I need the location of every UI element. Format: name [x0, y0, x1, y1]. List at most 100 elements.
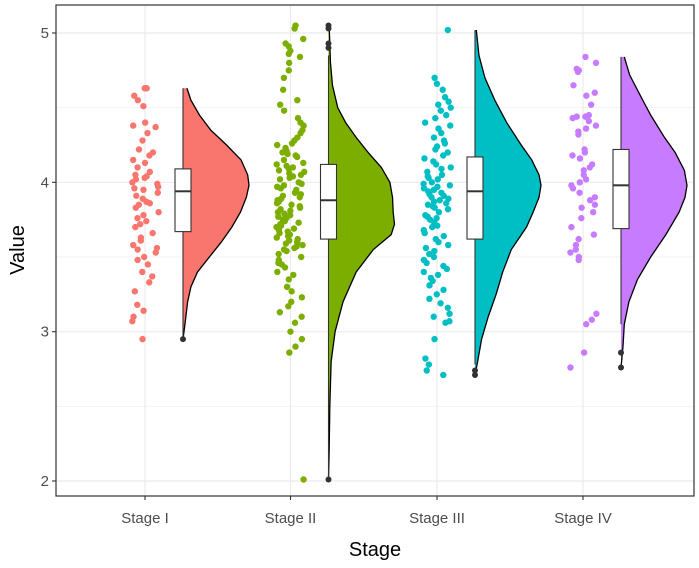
- data-point: [152, 123, 159, 131]
- data-point: [425, 174, 432, 182]
- data-point: [281, 264, 289, 271]
- data-point: [137, 237, 145, 244]
- data-point: [285, 303, 292, 310]
- data-point: [141, 119, 149, 126]
- data-point: [146, 279, 153, 286]
- data-point: [146, 200, 154, 207]
- data-point: [280, 156, 288, 164]
- data-point: [588, 316, 596, 323]
- data-point: [582, 176, 590, 183]
- data-point: [139, 137, 146, 144]
- data-point: [276, 176, 284, 183]
- data-point: [141, 159, 149, 167]
- data-point: [129, 318, 136, 325]
- data-point: [444, 304, 452, 311]
- violin-2: [328, 25, 395, 480]
- data-point: [285, 276, 293, 283]
- data-point: [592, 59, 600, 67]
- data-point: [273, 141, 281, 149]
- data-point: [421, 119, 429, 126]
- data-point: [440, 286, 447, 294]
- data-point: [426, 282, 433, 289]
- data-point: [426, 295, 433, 303]
- data-point: [134, 256, 141, 264]
- data-point: [134, 97, 142, 104]
- data-point: [433, 80, 441, 87]
- data-point: [434, 271, 442, 279]
- data-point: [275, 213, 282, 220]
- data-point: [277, 185, 285, 192]
- data-point: [421, 229, 428, 237]
- data-point: [586, 197, 594, 204]
- data-point: [447, 164, 454, 171]
- data-point: [423, 367, 430, 374]
- data-point: [446, 182, 454, 189]
- data-point: [130, 241, 137, 249]
- data-point: [300, 476, 307, 483]
- data-point: [129, 156, 137, 164]
- data-point: [585, 117, 593, 125]
- violin-outline-3: [474, 29, 542, 376]
- data-point: [280, 107, 288, 114]
- data-point: [129, 122, 137, 129]
- data-point: [295, 219, 302, 226]
- data-point: [439, 86, 446, 93]
- data-point: [432, 161, 440, 168]
- data-point: [286, 174, 293, 182]
- data-point: [432, 114, 439, 122]
- data-point: [578, 204, 585, 211]
- x-tick-label: Stage III: [409, 510, 465, 527]
- data-point: [280, 74, 288, 82]
- outlier-point: [618, 364, 624, 371]
- violin-outline-1: [182, 88, 250, 340]
- data-point: [292, 343, 299, 350]
- data-point: [445, 98, 452, 105]
- data-point: [139, 335, 146, 343]
- data-point: [576, 155, 584, 162]
- data-point: [132, 204, 139, 211]
- data-point: [146, 152, 153, 159]
- data-point: [155, 209, 162, 216]
- data-point: [582, 125, 590, 132]
- y-tick-label: 3: [41, 324, 49, 341]
- outlier-point: [325, 476, 332, 483]
- data-point: [300, 159, 307, 167]
- y-axis: 2 3 4 5: [41, 25, 56, 490]
- data-point: [291, 25, 298, 32]
- data-point: [422, 355, 429, 362]
- data-point: [578, 214, 585, 222]
- outlier-point: [325, 25, 332, 32]
- data-point: [290, 225, 298, 232]
- x-axis-title: Stage: [349, 539, 401, 561]
- data-point: [141, 174, 148, 182]
- data-point: [131, 185, 138, 192]
- data-point: [569, 152, 576, 159]
- data-point: [279, 86, 287, 93]
- data-point: [440, 371, 447, 379]
- data-point: [284, 150, 291, 158]
- data-point: [140, 102, 147, 110]
- data-point: [437, 300, 444, 307]
- box-iqr: [174, 168, 192, 233]
- data-point: [575, 131, 582, 138]
- data-point: [298, 180, 305, 188]
- data-point: [434, 222, 441, 229]
- data-point: [431, 247, 438, 255]
- data-point: [576, 179, 583, 186]
- data-point: [275, 167, 283, 174]
- data-point: [294, 97, 301, 104]
- data-point: [430, 134, 438, 141]
- data-point: [144, 261, 152, 268]
- jitter-points-layer: [129, 22, 600, 483]
- data-point: [149, 229, 156, 237]
- data-point: [576, 189, 583, 196]
- data-point: [582, 321, 590, 328]
- data-point: [429, 223, 436, 231]
- data-point: [423, 259, 430, 267]
- data-point: [276, 101, 284, 108]
- data-point: [572, 246, 580, 253]
- data-point: [580, 167, 587, 174]
- data-point: [428, 179, 436, 186]
- data-point: [273, 161, 280, 168]
